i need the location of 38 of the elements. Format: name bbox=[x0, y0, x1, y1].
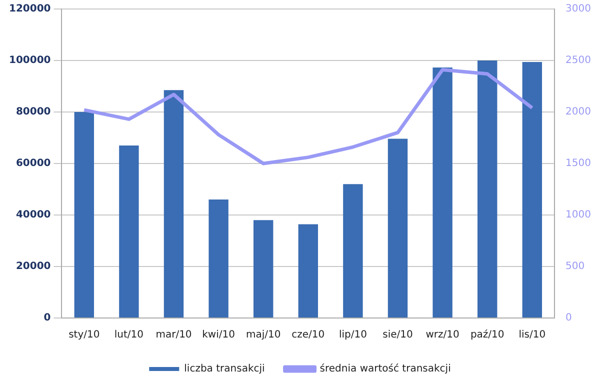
bar bbox=[522, 62, 542, 318]
bar bbox=[74, 112, 94, 318]
legend-label: liczba transakcji bbox=[184, 364, 265, 375]
bar bbox=[477, 60, 498, 318]
bar bbox=[343, 184, 363, 318]
y-tick-label: 80000 bbox=[16, 106, 51, 118]
bar bbox=[432, 67, 452, 318]
legend-label: średnia wartość transakcji bbox=[320, 362, 451, 375]
x-tick-label: kwi/10 bbox=[202, 330, 235, 341]
x-tick-label: maj/10 bbox=[246, 330, 281, 341]
bar bbox=[119, 145, 139, 318]
x-tick-label: wrz/10 bbox=[426, 330, 460, 341]
y-tick-label: 100000 bbox=[9, 55, 51, 66]
y-tick-label: 40000 bbox=[16, 210, 51, 221]
bar bbox=[164, 90, 184, 318]
x-tick-label: lut/10 bbox=[114, 330, 144, 341]
x-tick-label: mar/10 bbox=[156, 330, 192, 341]
bar bbox=[253, 220, 274, 318]
y2-tick-label: 0 bbox=[566, 312, 572, 324]
x-tick-label: lis/10 bbox=[518, 330, 546, 341]
y2-tick-label: 2500 bbox=[566, 55, 592, 66]
x-tick-label: sty/10 bbox=[68, 330, 100, 341]
x-tick-label: paź/10 bbox=[470, 328, 504, 341]
bar bbox=[388, 138, 408, 318]
x-tick-label: lip/10 bbox=[338, 330, 367, 341]
y2-tick-label: 1500 bbox=[566, 158, 592, 170]
bar bbox=[208, 200, 228, 318]
x-tick-label: cze/10 bbox=[292, 330, 325, 341]
y-tick-label: 0 bbox=[44, 312, 51, 324]
y-tick-label: 120000 bbox=[9, 4, 51, 15]
y2-tick-label: 2000 bbox=[566, 106, 592, 118]
bar bbox=[298, 224, 318, 318]
y2-tick-label: 1000 bbox=[566, 210, 592, 221]
y2-tick-label: 500 bbox=[566, 261, 585, 272]
x-tick-label: sie/10 bbox=[382, 330, 413, 341]
y-tick-label: 20000 bbox=[16, 261, 51, 272]
y2-tick-label: 3000 bbox=[566, 4, 592, 15]
y-tick-label: 60000 bbox=[16, 158, 51, 170]
